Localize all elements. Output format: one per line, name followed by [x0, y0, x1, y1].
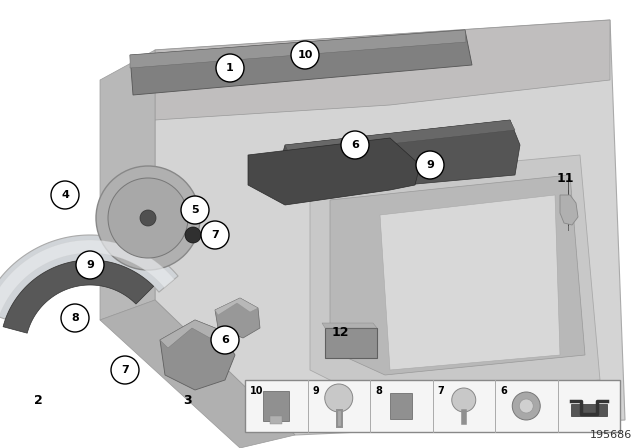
Polygon shape: [160, 320, 235, 390]
Circle shape: [291, 41, 319, 69]
Circle shape: [211, 326, 239, 354]
Text: 5: 5: [191, 205, 199, 215]
Text: 9: 9: [86, 260, 94, 270]
Text: 9: 9: [426, 160, 434, 170]
Circle shape: [61, 304, 89, 332]
Circle shape: [111, 356, 139, 384]
Circle shape: [341, 131, 369, 159]
Text: 3: 3: [184, 393, 192, 406]
Polygon shape: [380, 195, 560, 370]
Polygon shape: [560, 195, 578, 225]
Circle shape: [108, 178, 188, 258]
Text: 1: 1: [226, 63, 234, 73]
Text: 4: 4: [61, 190, 69, 200]
Text: 11: 11: [556, 172, 573, 185]
Polygon shape: [0, 240, 174, 317]
Circle shape: [512, 392, 540, 420]
Polygon shape: [215, 298, 260, 338]
Text: 7: 7: [121, 365, 129, 375]
FancyBboxPatch shape: [390, 393, 412, 419]
Polygon shape: [278, 120, 520, 195]
Polygon shape: [100, 50, 155, 320]
FancyBboxPatch shape: [571, 404, 607, 416]
Text: 10: 10: [250, 386, 264, 396]
Polygon shape: [215, 298, 258, 315]
Circle shape: [76, 251, 104, 279]
Circle shape: [96, 166, 200, 270]
Polygon shape: [155, 20, 610, 120]
Text: 2: 2: [34, 393, 42, 406]
Circle shape: [452, 388, 476, 412]
Text: 6: 6: [500, 386, 507, 396]
Circle shape: [416, 151, 444, 179]
Text: 9: 9: [312, 386, 319, 396]
Polygon shape: [0, 235, 178, 319]
Circle shape: [216, 54, 244, 82]
Text: 8: 8: [375, 386, 382, 396]
Polygon shape: [285, 120, 515, 155]
Circle shape: [140, 210, 156, 226]
Polygon shape: [248, 138, 420, 205]
Text: 6: 6: [221, 335, 229, 345]
Text: 6: 6: [351, 140, 359, 150]
Circle shape: [185, 227, 201, 243]
Polygon shape: [310, 155, 600, 400]
Text: 195686: 195686: [589, 430, 632, 440]
FancyBboxPatch shape: [263, 391, 289, 421]
FancyBboxPatch shape: [270, 416, 282, 424]
Text: 12: 12: [332, 327, 349, 340]
Circle shape: [51, 181, 79, 209]
Polygon shape: [3, 260, 154, 333]
FancyBboxPatch shape: [325, 328, 377, 358]
Circle shape: [519, 399, 533, 413]
Polygon shape: [155, 20, 625, 435]
FancyBboxPatch shape: [245, 380, 620, 432]
Polygon shape: [322, 323, 377, 328]
Text: 10: 10: [298, 50, 313, 60]
Text: 8: 8: [71, 313, 79, 323]
Polygon shape: [100, 300, 295, 448]
Text: 7: 7: [211, 230, 219, 240]
Circle shape: [324, 384, 353, 412]
Polygon shape: [130, 30, 466, 68]
Polygon shape: [160, 320, 220, 348]
Polygon shape: [330, 175, 585, 375]
Circle shape: [181, 196, 209, 224]
Text: 7: 7: [438, 386, 444, 396]
Circle shape: [201, 221, 229, 249]
Polygon shape: [130, 30, 472, 95]
